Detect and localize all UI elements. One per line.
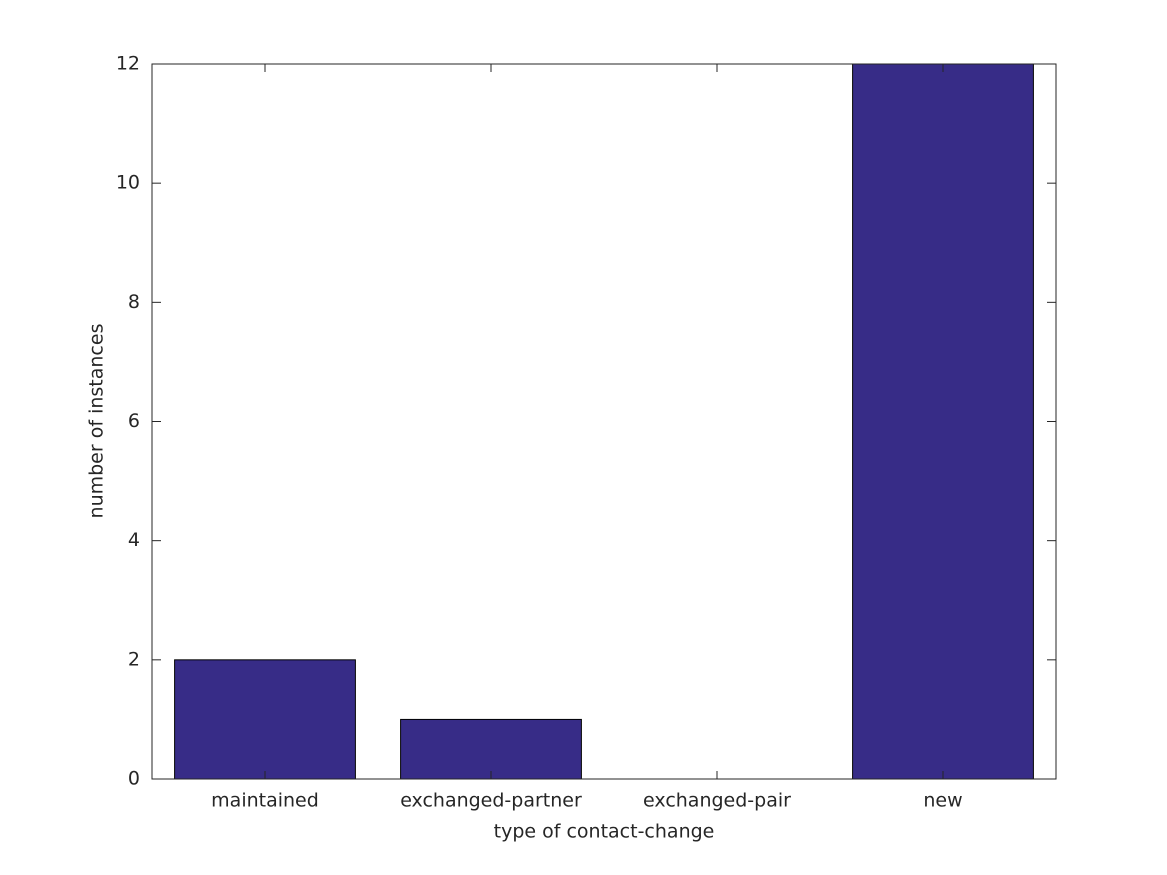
bar <box>852 63 1034 780</box>
x-tick-label: new <box>923 790 962 812</box>
plot-frame <box>151 63 1057 780</box>
y-tick-label: 10 <box>116 172 140 194</box>
y-axis-label: number of instances <box>86 324 108 519</box>
x-tick-label: exchanged-partner <box>400 790 582 812</box>
y-tick-label: 4 <box>128 529 140 551</box>
y-tick-label: 8 <box>128 291 140 313</box>
y-tick-label: 12 <box>116 53 140 75</box>
y-tick-label: 6 <box>128 410 140 432</box>
x-tick-label: exchanged-pair <box>643 790 791 812</box>
y-tick-label: 0 <box>128 768 140 790</box>
y-tick-label: 2 <box>128 648 140 670</box>
x-axis-label: type of contact-change <box>494 821 715 843</box>
bar <box>174 659 356 780</box>
x-tick-label: maintained <box>211 790 319 812</box>
bar <box>400 718 582 780</box>
